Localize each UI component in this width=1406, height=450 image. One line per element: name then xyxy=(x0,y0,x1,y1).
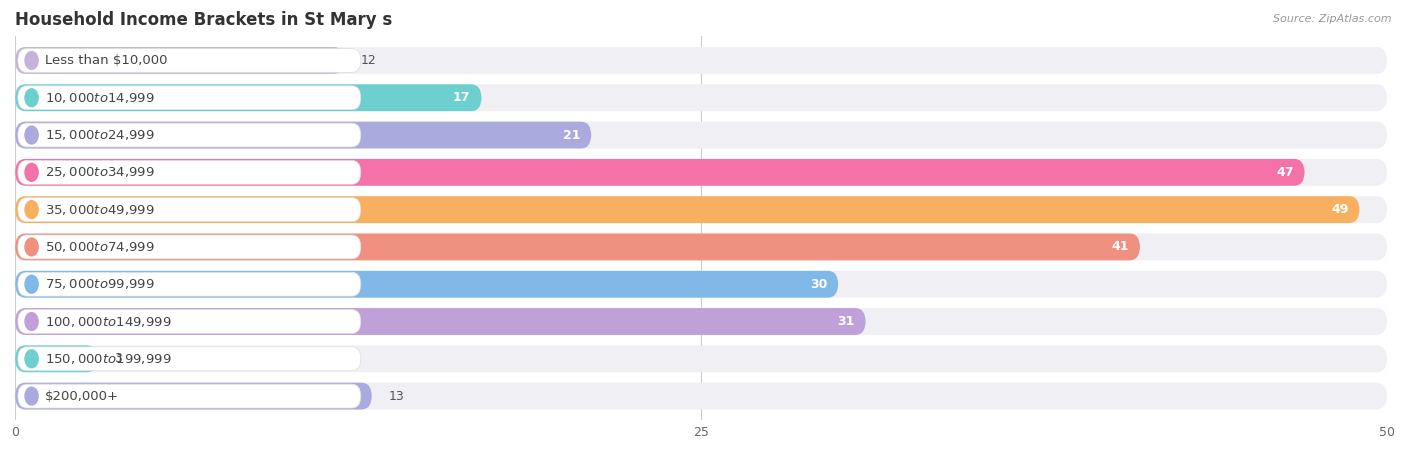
FancyBboxPatch shape xyxy=(15,84,1386,111)
Circle shape xyxy=(25,201,38,219)
Text: $50,000 to $74,999: $50,000 to $74,999 xyxy=(45,240,155,254)
Text: 3: 3 xyxy=(114,352,122,365)
Text: 12: 12 xyxy=(361,54,377,67)
FancyBboxPatch shape xyxy=(15,382,371,410)
FancyBboxPatch shape xyxy=(15,271,838,297)
Text: 21: 21 xyxy=(562,129,581,142)
Text: $75,000 to $99,999: $75,000 to $99,999 xyxy=(45,277,155,291)
Text: $35,000 to $49,999: $35,000 to $49,999 xyxy=(45,202,155,216)
FancyBboxPatch shape xyxy=(15,47,1386,74)
Text: 49: 49 xyxy=(1331,203,1348,216)
FancyBboxPatch shape xyxy=(18,123,361,147)
Text: $10,000 to $14,999: $10,000 to $14,999 xyxy=(45,91,155,105)
Text: Household Income Brackets in St Mary s: Household Income Brackets in St Mary s xyxy=(15,11,392,29)
Circle shape xyxy=(25,126,38,144)
Circle shape xyxy=(25,313,38,330)
FancyBboxPatch shape xyxy=(15,234,1386,261)
Text: 17: 17 xyxy=(453,91,471,104)
FancyBboxPatch shape xyxy=(15,346,1386,372)
FancyBboxPatch shape xyxy=(15,47,344,74)
Circle shape xyxy=(25,163,38,181)
Text: $100,000 to $149,999: $100,000 to $149,999 xyxy=(45,315,172,328)
Text: $200,000+: $200,000+ xyxy=(45,390,120,403)
Circle shape xyxy=(25,350,38,368)
Text: 30: 30 xyxy=(810,278,827,291)
Circle shape xyxy=(25,238,38,256)
FancyBboxPatch shape xyxy=(15,346,97,372)
Text: 31: 31 xyxy=(837,315,855,328)
FancyBboxPatch shape xyxy=(18,384,361,408)
Text: $25,000 to $34,999: $25,000 to $34,999 xyxy=(45,165,155,180)
Circle shape xyxy=(25,275,38,293)
FancyBboxPatch shape xyxy=(15,382,1386,410)
FancyBboxPatch shape xyxy=(18,49,361,72)
Text: $15,000 to $24,999: $15,000 to $24,999 xyxy=(45,128,155,142)
Circle shape xyxy=(25,387,38,405)
FancyBboxPatch shape xyxy=(18,272,361,296)
FancyBboxPatch shape xyxy=(15,196,1386,223)
Text: $150,000 to $199,999: $150,000 to $199,999 xyxy=(45,352,172,366)
FancyBboxPatch shape xyxy=(18,310,361,333)
FancyBboxPatch shape xyxy=(18,86,361,110)
FancyBboxPatch shape xyxy=(15,196,1360,223)
Text: 41: 41 xyxy=(1112,240,1129,253)
Text: Source: ZipAtlas.com: Source: ZipAtlas.com xyxy=(1274,14,1392,23)
FancyBboxPatch shape xyxy=(18,160,361,184)
FancyBboxPatch shape xyxy=(18,347,361,371)
FancyBboxPatch shape xyxy=(15,159,1305,186)
FancyBboxPatch shape xyxy=(15,234,1140,261)
Circle shape xyxy=(25,51,38,69)
FancyBboxPatch shape xyxy=(15,84,481,111)
FancyBboxPatch shape xyxy=(15,122,1386,148)
Circle shape xyxy=(25,89,38,107)
FancyBboxPatch shape xyxy=(15,159,1386,186)
FancyBboxPatch shape xyxy=(15,308,1386,335)
Text: 13: 13 xyxy=(388,390,404,403)
Text: Less than $10,000: Less than $10,000 xyxy=(45,54,167,67)
FancyBboxPatch shape xyxy=(18,198,361,221)
Text: 47: 47 xyxy=(1277,166,1294,179)
FancyBboxPatch shape xyxy=(15,122,592,148)
FancyBboxPatch shape xyxy=(18,235,361,259)
FancyBboxPatch shape xyxy=(15,308,866,335)
FancyBboxPatch shape xyxy=(15,271,1386,297)
